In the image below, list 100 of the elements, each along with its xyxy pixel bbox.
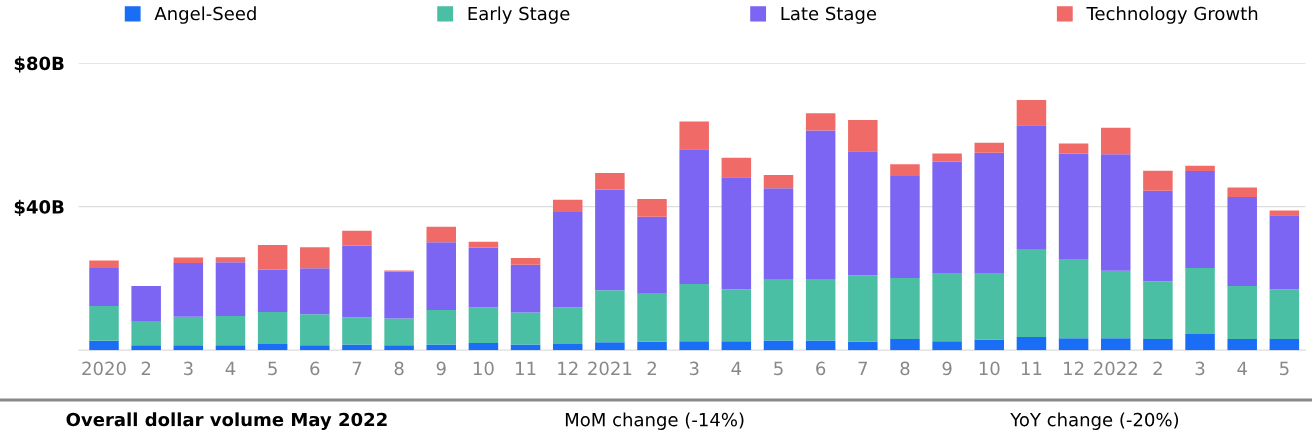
bar [679, 284, 709, 342]
bar [1227, 285, 1257, 340]
x-tick-label: 3 [183, 361, 193, 376]
bar [552, 211, 583, 308]
legend-label: Late Stage [781, 6, 877, 24]
bar [848, 275, 878, 342]
bar [552, 307, 583, 345]
bar [552, 344, 583, 351]
bar [1100, 127, 1131, 155]
text: MoM change (-14%) [565, 412, 744, 430]
bar [300, 345, 330, 351]
x-tick-label: 3 [689, 361, 699, 376]
bar [890, 339, 920, 351]
bar [1143, 190, 1173, 282]
bar [1100, 338, 1131, 351]
bar [763, 175, 794, 189]
bar [1185, 165, 1215, 172]
bar [974, 152, 1005, 273]
x-tick-label: 2022 [1094, 361, 1137, 376]
bar [426, 309, 457, 345]
bar [468, 241, 499, 248]
bar [1227, 196, 1257, 286]
x-tick-label: 11 [516, 361, 536, 375]
bar [215, 345, 246, 351]
legend-label: Technology Growth [1086, 6, 1258, 24]
bar [89, 306, 119, 341]
bar [1100, 154, 1131, 271]
bar [215, 316, 246, 346]
bar [890, 164, 920, 177]
x-tick-label: 10 [473, 361, 494, 376]
bar [595, 172, 625, 190]
y-tick-label: $40B [14, 199, 64, 217]
bar [1016, 100, 1047, 126]
bar [1058, 143, 1089, 154]
y-tick-label: $80B [14, 56, 64, 73]
bar [763, 279, 794, 341]
x-tick-label: 5 [1280, 361, 1289, 376]
bar [974, 142, 1005, 153]
bar [1143, 339, 1173, 351]
legend-label: Early Stage [468, 6, 570, 24]
text: Overall dollar volume May 2022 [66, 412, 387, 430]
x-tick-label: 8 [900, 361, 910, 376]
bar [510, 264, 541, 313]
bar [1269, 215, 1300, 290]
bar [1227, 187, 1257, 197]
bar [679, 149, 709, 285]
bar [932, 161, 962, 273]
bar [1016, 125, 1047, 250]
bar [89, 260, 119, 268]
bar [468, 307, 499, 343]
x-tick-label: 12 [1064, 361, 1084, 375]
x-tick-label: 5 [774, 361, 783, 376]
bar [89, 340, 119, 351]
bar [342, 230, 372, 246]
x-tick-label: 5 [268, 361, 277, 376]
bar [510, 257, 541, 265]
bar [637, 216, 667, 294]
bar [257, 344, 288, 351]
bar [173, 316, 204, 346]
bar [1143, 170, 1173, 191]
bar [721, 177, 752, 290]
bar [721, 341, 752, 351]
bar [89, 267, 119, 307]
bar [763, 340, 794, 351]
x-tick-label: 2020 [82, 361, 126, 376]
x-tick-label: 2 [141, 361, 151, 375]
bar [131, 345, 161, 351]
bar [257, 245, 288, 270]
legend-label: Angel-Seed [154, 6, 256, 24]
bar [173, 257, 204, 263]
bar [384, 271, 414, 319]
bar [468, 247, 499, 308]
bar [721, 289, 752, 342]
text: YoY change (-20%) [1010, 412, 1179, 430]
bar [1269, 289, 1300, 340]
bar [215, 257, 246, 263]
bar [384, 318, 414, 346]
bar [257, 269, 288, 313]
bar [1269, 339, 1300, 351]
bar [848, 120, 878, 152]
bar [763, 188, 794, 280]
x-tick-label: 2 [647, 361, 656, 375]
bar [848, 151, 878, 276]
bar [1058, 338, 1089, 351]
bar [595, 290, 625, 343]
bar [131, 285, 161, 322]
bar [552, 199, 583, 212]
bar [342, 245, 372, 318]
bar [1100, 270, 1131, 339]
bar [1227, 339, 1257, 351]
bar [679, 341, 709, 351]
x-tick-label: 12 [558, 361, 578, 375]
bar [510, 344, 541, 351]
bar [300, 268, 330, 315]
x-tick-label: 7 [858, 361, 868, 375]
bar [1058, 259, 1089, 339]
bar [300, 314, 330, 346]
bar [637, 341, 667, 351]
x-tick-label: 8 [394, 361, 404, 376]
bar [679, 121, 709, 150]
